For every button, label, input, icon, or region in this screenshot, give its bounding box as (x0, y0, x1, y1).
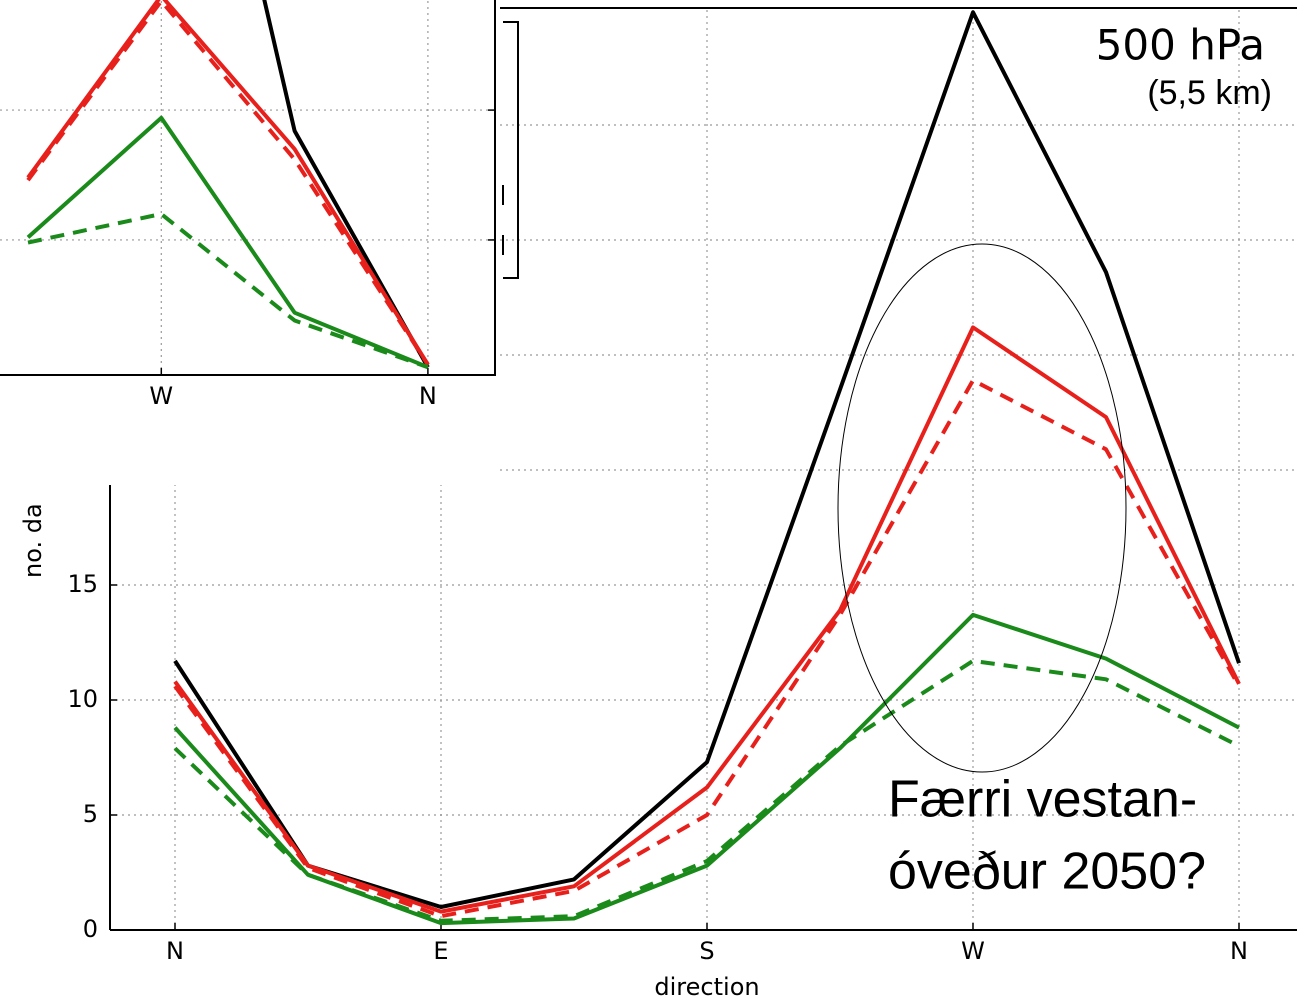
series-line (26, 0, 430, 366)
series-line (27, 211, 429, 370)
x-axis-label: direction (654, 973, 759, 1001)
x-tick-label: N (419, 382, 437, 410)
chart-title: 500 hPa (1096, 21, 1265, 70)
series-line (173, 658, 1240, 923)
x-tick-label: N (166, 937, 184, 965)
x-tick-label: S (699, 937, 714, 965)
inset-background (0, 0, 495, 375)
series-line (173, 378, 1241, 919)
y-tick-label: 5 (83, 800, 98, 828)
series-line (262, 0, 430, 369)
series-line (26, 115, 429, 370)
series-line (26, 0, 430, 366)
y-axis-label: no. da (19, 503, 47, 578)
annotation: Færri vestan- (888, 771, 1197, 829)
legend-frame (503, 21, 519, 279)
x-tick-label: E (433, 937, 448, 965)
chart-subtitle: (5,5 km) (1147, 74, 1272, 112)
x-tick-label: N (1230, 937, 1248, 965)
x-tick-label: W (149, 382, 173, 410)
y-tick-label: 15 (67, 570, 98, 598)
inset-frame (0, 0, 496, 376)
y-tick-label: 10 (67, 685, 98, 713)
annotation: óveður 2050? (888, 843, 1206, 901)
highlight-ellipse (837, 243, 1127, 773)
x-tick-label: W (961, 937, 985, 965)
series-line (173, 325, 1241, 914)
y-tick-label: 0 (83, 915, 98, 943)
